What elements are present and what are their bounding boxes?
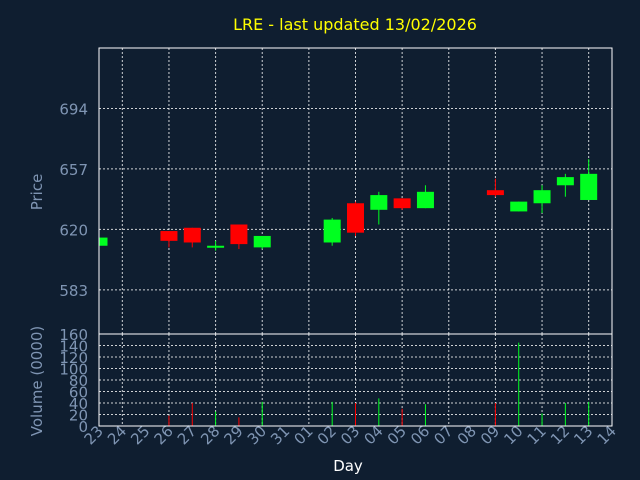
candle-body (253, 235, 271, 248)
candle-body (416, 191, 434, 209)
candle-body (183, 227, 201, 243)
candle (393, 198, 411, 210)
candle (230, 224, 248, 250)
volume-y-tick-label: 100 (59, 361, 88, 379)
price-y-tick-label: 583 (59, 282, 88, 300)
volume-y-tick-label: 60 (69, 384, 88, 402)
candle-body (556, 177, 574, 186)
candle (183, 227, 201, 248)
chart-title: LRE - last updated 13/02/2026 (233, 15, 477, 34)
volume-panel-frame (98, 333, 613, 427)
candle-body (393, 198, 411, 209)
volume-y-tick-label: 160 (59, 326, 88, 344)
volume-y-tick-label: 20 (69, 407, 88, 425)
candle (253, 235, 271, 250)
candle-body (580, 173, 598, 200)
candle (347, 201, 364, 236)
candle (416, 185, 434, 209)
price-y-tick-label: 657 (59, 161, 88, 179)
candle-body (160, 231, 178, 241)
candle (98, 237, 108, 246)
candle (580, 159, 598, 200)
candle-body (323, 219, 341, 243)
candle-body (533, 190, 551, 204)
volume-y-tick-label: 120 (59, 349, 88, 367)
candle (533, 185, 551, 214)
volume-y-tick-label: 140 (59, 338, 88, 356)
candle (486, 178, 504, 197)
candle-body (207, 245, 225, 248)
x-axis-label: Day (333, 457, 363, 475)
volume-y-tick-label: 0 (78, 418, 88, 436)
candle (207, 240, 225, 251)
volume-y-tick-label: 80 (69, 372, 88, 390)
price-y-tick-label: 694 (59, 100, 88, 118)
volume-y-tick-label: 40 (69, 395, 88, 413)
volume-series (168, 342, 590, 426)
candle (556, 173, 574, 197)
candle-body (99, 237, 108, 246)
candle (370, 191, 388, 225)
candle (323, 217, 341, 246)
volume-axis-label: Volume (0000) (28, 326, 46, 436)
candle-body (370, 195, 388, 210)
price-axis-label: Price (28, 174, 46, 211)
price-y-tick-label: 620 (59, 221, 88, 239)
candle (160, 231, 178, 248)
candlestick-series (98, 159, 598, 251)
candle-body (486, 190, 504, 196)
candle (510, 201, 528, 212)
price-y-tick-labels: 583 620 657 694 (59, 100, 88, 299)
candle-body (230, 224, 248, 245)
candle-body (347, 203, 364, 233)
candle-body (510, 201, 528, 212)
